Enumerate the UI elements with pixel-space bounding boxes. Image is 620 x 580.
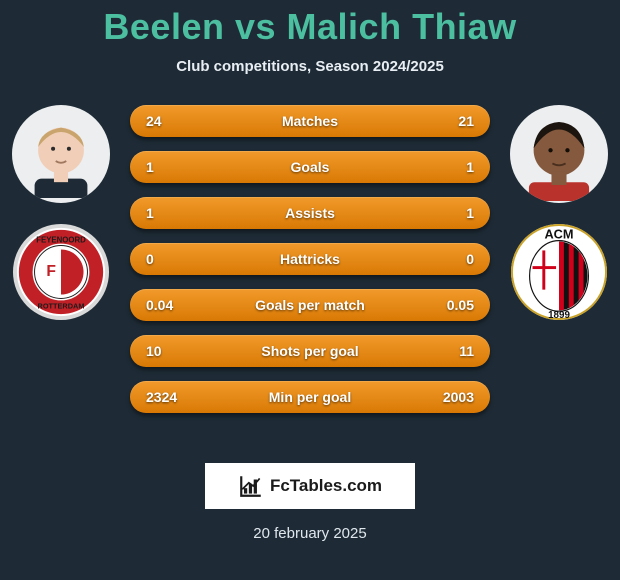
stat-label: Shots per goal (206, 343, 414, 359)
stat-value-p2: 0.05 (414, 297, 474, 313)
date-text: 20 february 2025 (0, 525, 620, 542)
stat-value-p1: 24 (146, 113, 206, 129)
stat-value-p2: 1 (414, 159, 474, 175)
player2-name: Malich Thiaw (287, 6, 517, 47)
stat-value-p2: 21 (414, 113, 474, 129)
stat-label: Min per goal (206, 389, 414, 405)
watermark-chart-icon (238, 473, 264, 499)
stat-value-p1: 1 (146, 159, 206, 175)
stat-row: 0Hattricks0 (130, 243, 490, 275)
stat-value-p2: 2003 (414, 389, 474, 405)
stat-row: 24Matches21 (130, 105, 490, 137)
stat-label: Assists (206, 205, 414, 221)
svg-text:1899: 1899 (548, 310, 570, 321)
stat-row: 10Shots per goal11 (130, 335, 490, 367)
stats-list: 24Matches211Goals11Assists10Hattricks00.… (130, 105, 490, 413)
player2-avatar (510, 105, 608, 203)
player1-column: FEYENOORD ROTTERDAM F (6, 105, 116, 321)
vs-word: vs (235, 6, 276, 47)
stat-value-p1: 1 (146, 205, 206, 221)
svg-text:ROTTERDAM: ROTTERDAM (38, 301, 85, 310)
comparison-title: Beelen vs Malich Thiaw (0, 0, 620, 48)
stat-value-p1: 0 (146, 251, 206, 267)
svg-text:F: F (46, 263, 56, 280)
watermark: FcTables.com (205, 463, 415, 509)
stat-row: 0.04Goals per match0.05 (130, 289, 490, 321)
stat-value-p2: 0 (414, 251, 474, 267)
svg-text:FEYENOORD: FEYENOORD (36, 236, 86, 245)
stat-value-p1: 0.04 (146, 297, 206, 313)
svg-text:ACM: ACM (544, 227, 573, 242)
stat-value-p2: 1 (414, 205, 474, 221)
stat-value-p1: 10 (146, 343, 206, 359)
player2-club-logo: ACM 1899 (510, 223, 608, 321)
stat-value-p1: 2324 (146, 389, 206, 405)
stats-area: FEYENOORD ROTTERDAM F (0, 105, 620, 435)
stat-row: 1Assists1 (130, 197, 490, 229)
player1-club-logo: FEYENOORD ROTTERDAM F (12, 223, 110, 321)
stat-label: Matches (206, 113, 414, 129)
player2-column: ACM 1899 (504, 105, 614, 321)
stat-row: 2324Min per goal2003 (130, 381, 490, 413)
stat-value-p2: 11 (414, 343, 474, 359)
stat-label: Hattricks (206, 251, 414, 267)
player1-avatar (12, 105, 110, 203)
stat-label: Goals (206, 159, 414, 175)
subtitle: Club competitions, Season 2024/2025 (0, 58, 620, 75)
stat-row: 1Goals1 (130, 151, 490, 183)
player1-name: Beelen (103, 6, 224, 47)
stat-label: Goals per match (206, 297, 414, 313)
watermark-text: FcTables.com (270, 476, 382, 496)
